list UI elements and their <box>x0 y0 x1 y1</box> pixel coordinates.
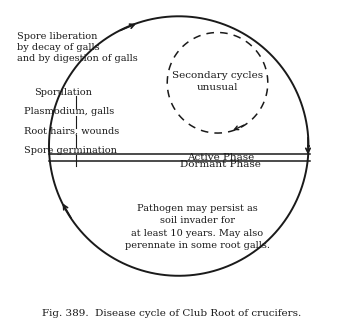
Text: Fig. 389.  Disease cycle of Club Root of crucifers.: Fig. 389. Disease cycle of Club Root of … <box>42 308 302 317</box>
Text: Sporulation: Sporulation <box>34 88 92 97</box>
Text: Secondary cycles
unusual: Secondary cycles unusual <box>172 71 263 92</box>
Text: Spore germination: Spore germination <box>24 146 117 155</box>
Text: Active Phase: Active Phase <box>187 153 255 162</box>
Text: Plasmodium, galls: Plasmodium, galls <box>24 108 114 117</box>
Text: Spore liberation
by decay of galls
and by digestion of galls: Spore liberation by decay of galls and b… <box>17 31 138 63</box>
Text: Root hairs, wounds: Root hairs, wounds <box>24 127 119 136</box>
Text: Pathogen may persist as
soil invader for
at least 10 years. May also
perennate i: Pathogen may persist as soil invader for… <box>125 204 270 250</box>
Text: Dormant Phase: Dormant Phase <box>181 160 261 169</box>
